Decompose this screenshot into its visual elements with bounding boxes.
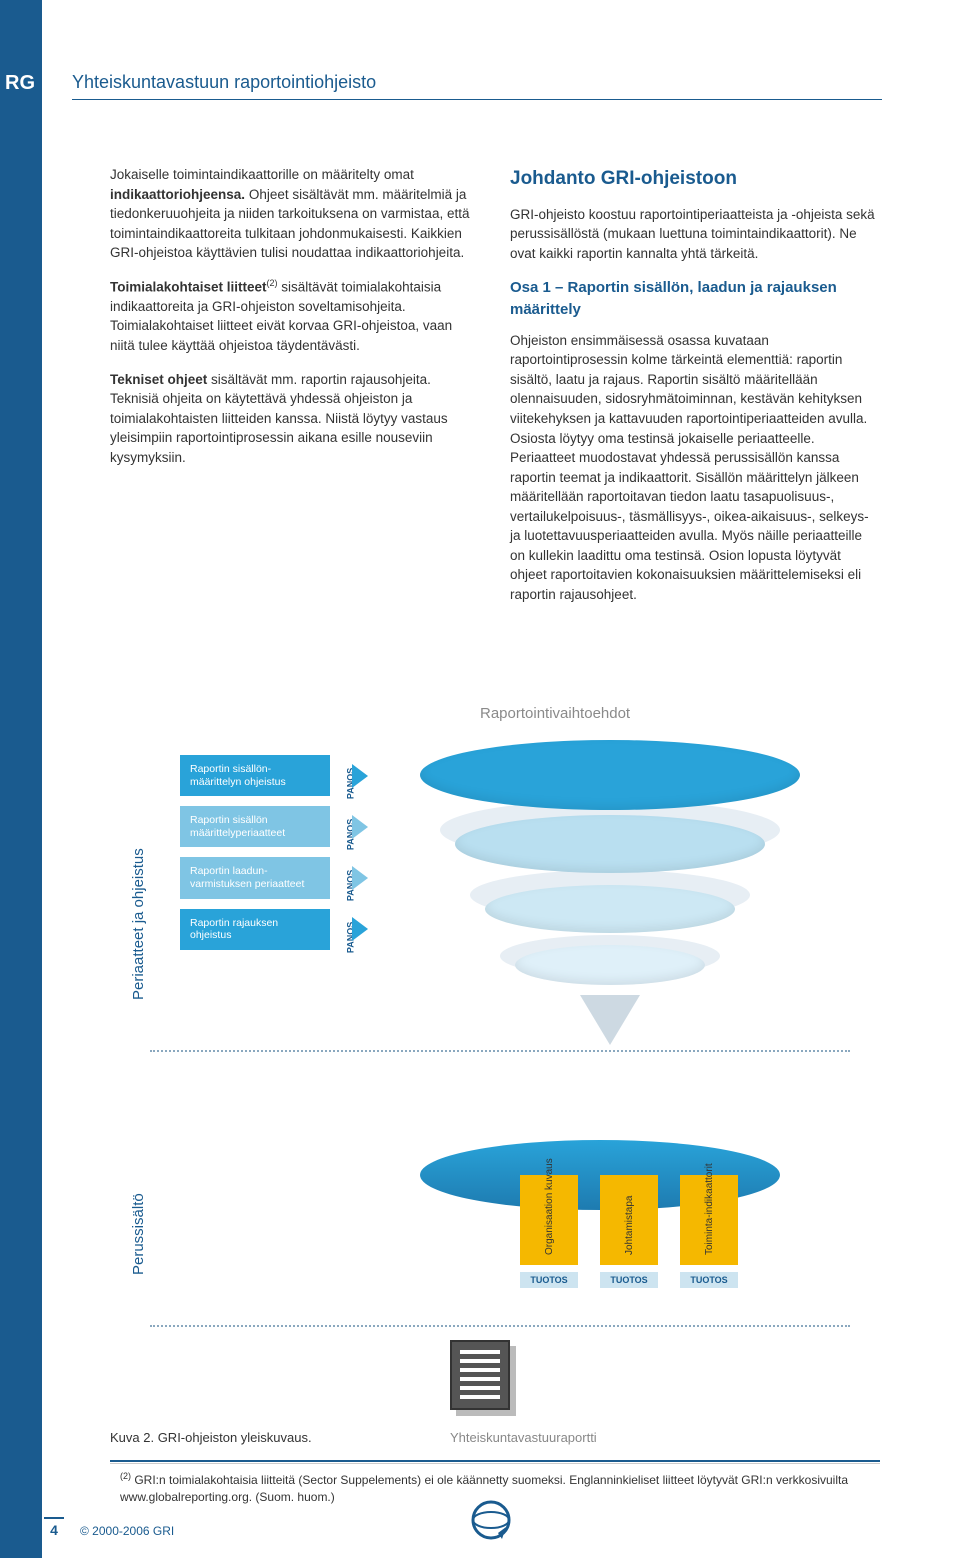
divider-dashed [150,1325,850,1327]
output-box: Organisaation kuvaus [520,1175,578,1265]
output-box: Johtamistapa [600,1175,658,1265]
tuotos-tag: TUOTOS [520,1272,578,1288]
down-arrow-icon [580,995,640,1045]
input-box: Raportin rajauksen ohjeistusPANOS [180,909,330,950]
copyright: © 2000-2006 GRI [80,1524,174,1538]
divider-dashed [150,1050,850,1052]
bold-term: indikaattoriohjeensa. [110,187,245,202]
page-number: 4 [44,1517,64,1538]
vlabel-basic-content: Perussisältö [130,1193,147,1275]
bold-term: Toimialakohtaiset liitteet [110,279,267,294]
page-title: Yhteiskuntavastuun raportointiohjeisto [72,72,882,100]
diagram-figure: Periaatteet ja ohjeistus Perussisältö Ra… [110,730,880,1350]
report-document-icon [450,1340,510,1410]
arrow-right-icon [352,815,368,839]
figure-caption: Kuva 2. GRI-ohjeiston yleiskuvaus. [110,1430,312,1445]
rg-badge: RG [5,72,35,95]
heading-johdanto: Johdanto GRI-ohjeistoon [510,165,880,193]
arrow-right-icon [352,764,368,788]
arrow-right-icon [352,917,368,941]
arrow-right-icon [352,866,368,890]
output-label: Organisaation kuvaus [544,1175,555,1255]
body-columns: Jokaiselle toimintaindikaattorille on mä… [110,165,880,619]
para-osa1-body: Ohjeiston ensimmäisessä osassa kuvataan … [510,331,880,605]
input-box: Raportin laadun-varmistuksen periaatteet… [180,857,330,898]
heading-osa1: Osa 1 – Raportin sisällön, laadun ja raj… [510,277,880,321]
para-gri-intro: GRI-ohjeisto koostuu raportointiperiaatt… [510,205,880,264]
output-label: Toiminta-indikaattorit [704,1175,715,1255]
vlabel-principles: Periaatteet ja ohjeistus [130,848,147,1000]
footnote-marker: (2) [120,1471,131,1481]
tuotos-tag: TUOTOS [680,1272,738,1288]
input-box: Raportin sisällön määrittelyperiaatteetP… [180,806,330,847]
input-stack: Raportin sisällön-määrittelyn ohjeistusP… [180,755,330,960]
footnote-marker: (2) [267,278,278,288]
para-toimialakohtaiset: Toimialakohtaiset liitteet(2) sisältävät… [110,277,480,356]
input-box: Raportin sisällön-määrittelyn ohjeistusP… [180,755,330,796]
output-label: Johtamistapa [624,1175,635,1255]
tuotos-tag: TUOTOS [600,1272,658,1288]
para-tekniset: Tekniset ohjeet sisältävät mm. raportin … [110,370,480,468]
para-indikaattoriohjeet: Jokaiselle toimintaindikaattorille on mä… [110,165,480,263]
footnote-rule [110,1460,880,1464]
right-column: Johdanto GRI-ohjeistoon GRI-ohjeisto koo… [510,165,880,619]
bold-term: Tekniset ohjeet [110,372,207,387]
gri-logo-icon [470,1499,512,1546]
output-box: Toiminta-indikaattorit [680,1175,738,1265]
diagram-options-label: Raportointivaihtoehdot [480,705,630,722]
left-rail [0,0,42,1558]
left-column: Jokaiselle toimintaindikaattorille on mä… [110,165,480,619]
text: Jokaiselle toimintaindikaattorille on mä… [110,167,414,182]
report-label: Yhteiskuntavastuuraportti [450,1430,597,1445]
